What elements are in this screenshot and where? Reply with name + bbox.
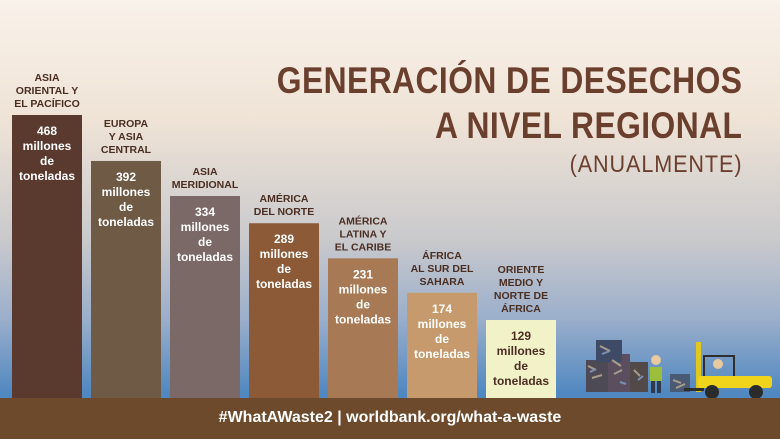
value-label-4: 289 millones de toneladas bbox=[256, 232, 312, 291]
category-label-1: ASIA ORIENTAL Y EL PACÍFICO bbox=[14, 72, 80, 110]
value-label-3: 334 millones de toneladas bbox=[177, 205, 233, 264]
value-label-5: 231 millones de toneladas bbox=[335, 267, 391, 326]
footer-url[interactable]: worldbank.org/what-a-waste bbox=[346, 409, 562, 426]
chart-subtitle: (ANUALMENTE) bbox=[569, 151, 742, 178]
footer-hashtag: #WhatAWaste2 bbox=[218, 409, 333, 426]
ground-band bbox=[0, 398, 780, 439]
bar-4 bbox=[249, 223, 319, 398]
category-label-4: AMÉRICA DEL NORTE bbox=[254, 192, 314, 218]
title-block: GENERACIÓN DE DESECHOS A NIVEL REGIONAL … bbox=[201, 58, 742, 182]
bar-2 bbox=[91, 160, 161, 398]
category-label-3: ASIA MERIDIONAL bbox=[172, 166, 239, 191]
footer: #WhatAWaste2 | worldbank.org/what-a-wast… bbox=[0, 409, 780, 427]
value-label-2: 392 millones de toneladas bbox=[98, 170, 154, 229]
footer-separator: | bbox=[337, 409, 342, 426]
category-label-2: EUROPA Y ASIA CENTRAL bbox=[101, 118, 152, 156]
chart-title-line-1: GENERACIÓN DE DESECHOS bbox=[276, 60, 742, 101]
bar-7 bbox=[486, 319, 556, 398]
recycling-scene-illustration bbox=[586, 340, 772, 399]
value-label-7: 129 millones de toneladas bbox=[493, 329, 549, 388]
bar-5 bbox=[328, 258, 398, 398]
value-label-6: 174 millones de toneladas bbox=[414, 302, 470, 361]
value-label-1: 468 millones de toneladas bbox=[19, 124, 75, 183]
small-bale bbox=[670, 374, 690, 392]
bar-3 bbox=[170, 196, 240, 398]
forklift bbox=[684, 342, 772, 399]
worker-figure bbox=[650, 355, 662, 393]
category-label-5: AMÉRICA LATINA Y EL CARIBE bbox=[335, 214, 391, 253]
waste-bale-stack bbox=[586, 340, 648, 392]
bar-1 bbox=[12, 115, 82, 398]
category-label-7: ORIENTE MEDIO Y NORTE DE ÁFRICA bbox=[494, 264, 548, 315]
bar-6 bbox=[407, 292, 477, 398]
category-label-6: ÁFRICA AL SUR DEL SAHARA bbox=[411, 249, 474, 288]
chart-title-line-2: A NIVEL REGIONAL bbox=[434, 105, 742, 146]
